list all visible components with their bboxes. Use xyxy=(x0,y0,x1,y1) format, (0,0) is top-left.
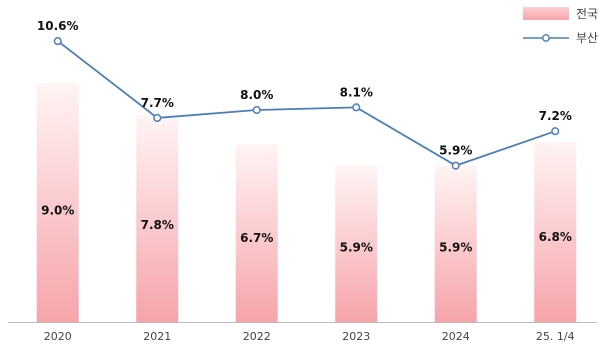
legend-swatch-bar xyxy=(523,7,569,20)
line-value-label: 10.6% xyxy=(37,19,79,33)
x-tick-label: 25. 1/4 xyxy=(536,330,575,343)
bar-2022 xyxy=(235,144,278,322)
line-data-labels: 10.6% 7.7% 8.0% 8.1% 5.9% 7.2% xyxy=(37,19,572,158)
x-tick-label: 2020 xyxy=(44,330,72,343)
line-point-2022 xyxy=(252,105,261,115)
bar-series xyxy=(36,83,577,322)
bar-value-label: 9.0% xyxy=(41,204,74,218)
line-value-label: 7.2% xyxy=(539,109,572,123)
bar-2021 xyxy=(136,115,179,322)
legend-marker-line xyxy=(542,34,550,42)
line-point-25. 1/4 xyxy=(551,127,560,136)
line-series-path xyxy=(57,40,556,167)
line-point-2024 xyxy=(451,161,460,170)
line-point-2021 xyxy=(153,113,162,122)
bar-value-label: 6.7% xyxy=(240,231,273,245)
line-point-2023 xyxy=(352,103,361,112)
bar-data-labels: 9.0% 7.8% 6.7% 5.9% 5.9% 6.8% xyxy=(41,204,572,255)
line-value-label: 7.7% xyxy=(141,96,174,110)
legend-label-bar: 전국 xyxy=(576,7,598,21)
bar-2020 xyxy=(36,83,79,322)
line-point-2020 xyxy=(53,37,62,46)
bar-2023 xyxy=(335,165,378,322)
line-value-label: 5.9% xyxy=(439,144,472,158)
line-value-label: 8.1% xyxy=(340,85,373,99)
x-axis-ticks: 2020 2021 2022 2023 2024 25. 1/4 xyxy=(44,330,575,343)
line-series-points xyxy=(53,37,560,170)
x-tick-label: 2022 xyxy=(243,330,271,343)
bar-value-label: 5.9% xyxy=(340,241,373,255)
x-tick-label: 2024 xyxy=(442,330,470,343)
bar-25. 1/4 xyxy=(534,141,577,322)
line-value-label: 8.0% xyxy=(240,88,273,102)
legend-label-line: 부산 xyxy=(576,31,598,45)
x-tick-label: 2023 xyxy=(342,330,370,343)
bar-value-label: 6.8% xyxy=(539,230,572,244)
bar-2024 xyxy=(434,165,477,322)
x-tick-label: 2021 xyxy=(143,330,171,343)
bar-value-label: 7.8% xyxy=(141,218,174,232)
legend: 전국 부산 xyxy=(523,7,598,45)
bar-value-label: 5.9% xyxy=(439,241,472,255)
